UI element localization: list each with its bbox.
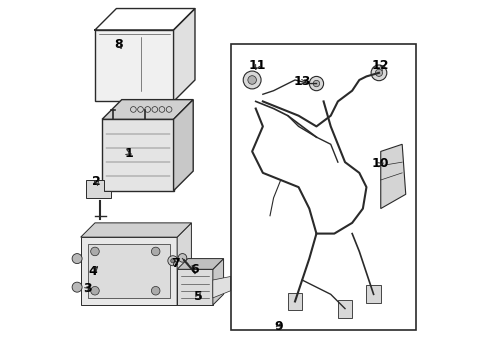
Polygon shape bbox=[381, 144, 406, 208]
Text: 11: 11 bbox=[249, 59, 266, 72]
Text: 5: 5 bbox=[194, 289, 203, 303]
Polygon shape bbox=[173, 9, 195, 102]
Text: 7: 7 bbox=[171, 257, 180, 270]
Text: 13: 13 bbox=[294, 75, 311, 88]
Text: 8: 8 bbox=[114, 38, 122, 51]
Text: 1: 1 bbox=[124, 147, 133, 160]
Bar bbox=[338, 300, 352, 318]
Polygon shape bbox=[86, 180, 111, 198]
Polygon shape bbox=[88, 244, 170, 298]
Polygon shape bbox=[81, 237, 177, 305]
Polygon shape bbox=[102, 100, 193, 119]
Text: 6: 6 bbox=[191, 263, 199, 276]
Polygon shape bbox=[213, 258, 223, 305]
Circle shape bbox=[309, 76, 323, 91]
Circle shape bbox=[375, 69, 383, 76]
Polygon shape bbox=[177, 223, 192, 305]
Circle shape bbox=[371, 65, 387, 81]
Bar bbox=[288, 293, 302, 310]
Polygon shape bbox=[102, 119, 173, 191]
Circle shape bbox=[171, 258, 175, 263]
Text: 4: 4 bbox=[89, 265, 98, 278]
Circle shape bbox=[72, 282, 82, 292]
Polygon shape bbox=[177, 269, 213, 305]
Polygon shape bbox=[81, 223, 192, 237]
Text: 12: 12 bbox=[372, 59, 390, 72]
Circle shape bbox=[313, 80, 319, 87]
Circle shape bbox=[151, 287, 160, 295]
Text: 3: 3 bbox=[83, 283, 92, 296]
Bar bbox=[367, 285, 381, 303]
Circle shape bbox=[151, 247, 160, 256]
Polygon shape bbox=[177, 258, 223, 269]
Circle shape bbox=[168, 256, 178, 266]
Circle shape bbox=[178, 253, 187, 262]
Polygon shape bbox=[95, 30, 173, 102]
Polygon shape bbox=[213, 276, 231, 298]
Polygon shape bbox=[173, 100, 193, 191]
Circle shape bbox=[248, 76, 256, 84]
Text: 2: 2 bbox=[93, 175, 101, 188]
Text: 10: 10 bbox=[372, 157, 390, 170]
Circle shape bbox=[72, 253, 82, 264]
Circle shape bbox=[91, 247, 99, 256]
Circle shape bbox=[243, 71, 261, 89]
Circle shape bbox=[91, 287, 99, 295]
Text: 9: 9 bbox=[274, 320, 283, 333]
